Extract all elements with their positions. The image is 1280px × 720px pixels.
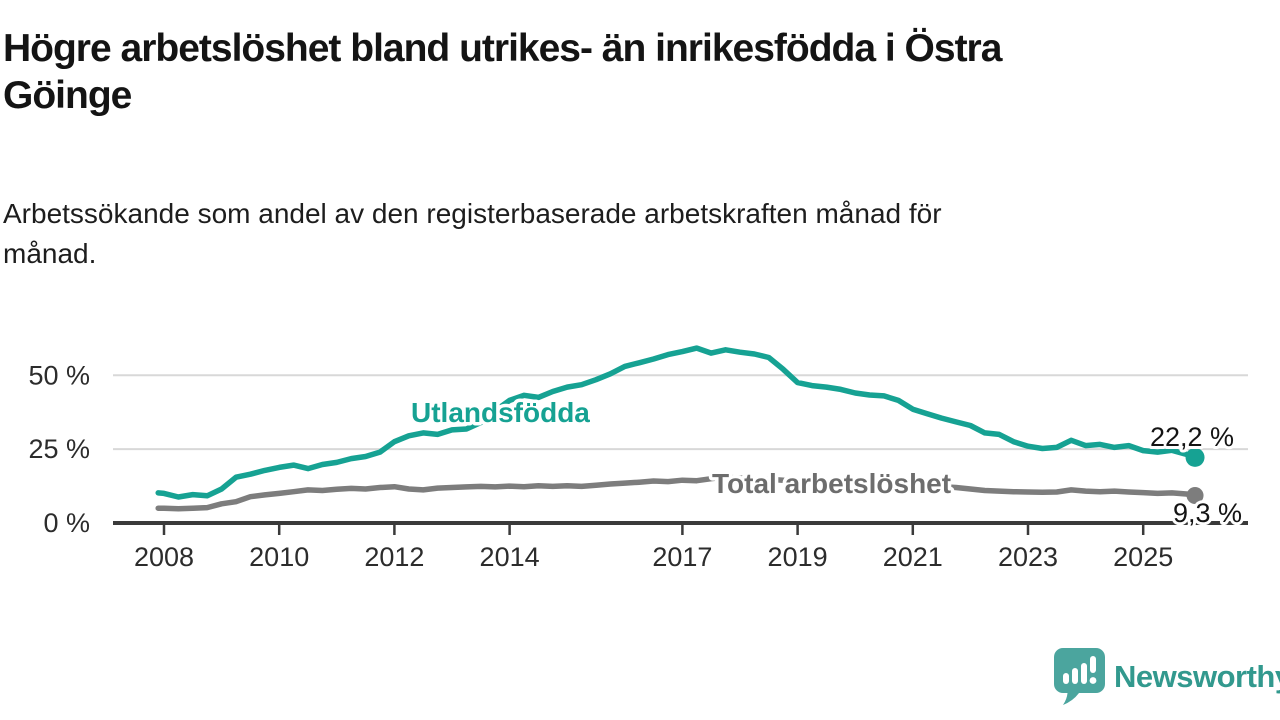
x-axis-ticks: 2008 2010 2012 2014 2017 2019 2021 2023 2025 (134, 523, 1173, 572)
series-line-total-arbetsloshet (155, 474, 1198, 512)
x-tick-label: 2025 (1113, 542, 1173, 572)
gridlines (113, 374, 1248, 451)
chart-subtitle-line1: Arbetssökande som andel av den registerb… (3, 198, 942, 229)
x-tick-label: 2021 (883, 542, 943, 572)
series-line-utlandsfodda (155, 345, 1198, 500)
end-value-utlandsfodda: 22,2 % (1150, 422, 1234, 452)
newsworthy-logo-bar-chart-icon (1054, 648, 1105, 705)
series-label-utlandsfodda: Utlandsfödda (411, 397, 590, 428)
end-dot-total-arbetsloshet (1186, 487, 1204, 505)
newsworthy-logo[interactable]: Newsworthy (1054, 648, 1280, 705)
newsworthy-logo-text: Newsworthy (1114, 658, 1280, 694)
y-tick-label: 25 % (28, 434, 90, 464)
x-tick-label: 2019 (768, 542, 828, 572)
end-dot-utlandsfodda (1185, 447, 1205, 467)
x-tick-label: 2014 (480, 542, 540, 572)
page-title: Högre arbetslöshet bland utrikes- än inr… (3, 26, 1233, 120)
y-axis-ticks: 0 % 25 % 50 % (28, 360, 90, 538)
page-title-line2: Göinge (3, 73, 132, 117)
line-chart: 2008 2010 2012 2014 2017 2019 2021 2023 2025 0 %… (28, 345, 1248, 572)
chart-subtitle: Arbetssökande som andel av den registerb… (3, 194, 1203, 275)
x-tick-label: 2012 (364, 542, 424, 572)
chart-subtitle-line2: månad. (3, 238, 97, 270)
x-tick-label: 2008 (134, 542, 194, 572)
x-tick-label: 2023 (998, 542, 1058, 572)
y-tick-label: 0 % (43, 508, 90, 538)
x-tick-label: 2017 (652, 542, 712, 572)
end-value-total-arbetsloshet: 9,3 % (1173, 498, 1242, 528)
y-tick-label: 50 % (28, 360, 90, 390)
series-label-total-arbetsloshet: Total arbetslöshet (712, 468, 951, 499)
page-title-line1: Högre arbetslöshet bland utrikes- än inr… (3, 27, 1002, 70)
x-tick-label: 2010 (249, 542, 309, 572)
